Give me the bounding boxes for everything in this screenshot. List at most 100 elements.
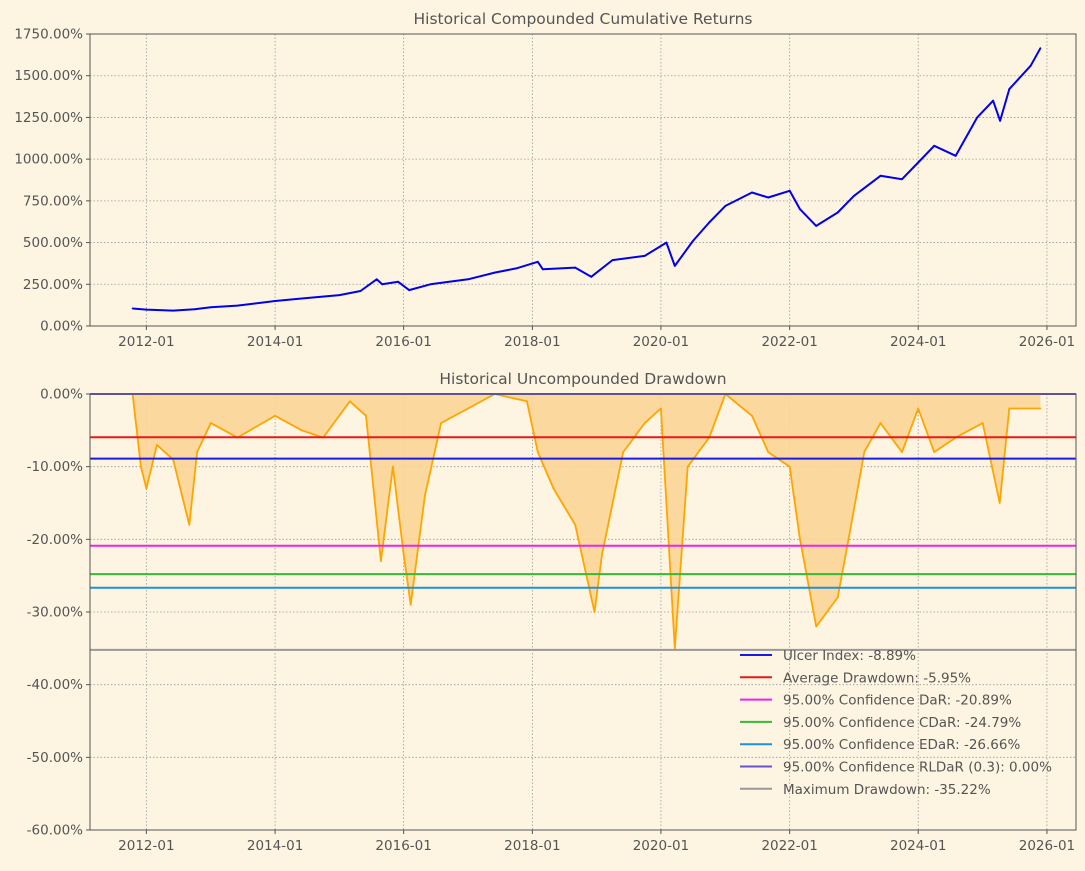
returns-point — [1008, 88, 1011, 90]
returns-point — [767, 196, 770, 199]
drawdown-point — [196, 451, 199, 453]
x-tick-label: 2012-01 — [118, 334, 174, 350]
drawdown-point — [209, 422, 212, 424]
y-tick-label: -30.00% — [27, 605, 84, 621]
returns-point — [933, 144, 936, 147]
returns-point — [692, 240, 694, 242]
legend-label: 95.00% Confidence CDaR: -24.79% — [783, 715, 1021, 731]
drawdown-point — [879, 422, 882, 424]
returns-point — [131, 307, 134, 310]
drawdown-point — [901, 451, 903, 453]
y-tick-label: 1250.00% — [14, 110, 83, 126]
drawdown-point — [933, 451, 936, 453]
legend-label: Average Drawdown: -5.95% — [783, 670, 971, 686]
drawdown-point — [673, 647, 676, 650]
returns-point — [408, 289, 410, 291]
x-tick-label: 2016-01 — [375, 334, 431, 350]
returns-point — [359, 290, 362, 292]
returns-point — [429, 283, 432, 286]
returns-point — [815, 225, 818, 227]
x-tick-label: 2022-01 — [761, 334, 817, 350]
returns-point — [799, 208, 801, 211]
returns-point — [397, 280, 400, 283]
returns-point — [751, 191, 753, 194]
drawdown-point — [767, 451, 770, 453]
returns-point — [541, 268, 544, 271]
returns-point — [209, 306, 212, 309]
returns-point — [788, 189, 791, 192]
drawdown-point — [788, 465, 791, 468]
y-tick-label: 1750.00% — [14, 27, 83, 43]
returns-point — [976, 116, 979, 119]
drawdown-point — [145, 487, 148, 490]
returns-point — [193, 308, 196, 311]
returns-point — [590, 275, 593, 278]
x-tick-label: 2026-01 — [1019, 334, 1075, 350]
returns-point — [274, 300, 276, 302]
y-tick-label: 0.00% — [40, 387, 83, 403]
returns-point — [1039, 47, 1042, 50]
returns-point — [574, 266, 577, 269]
returns-point — [954, 154, 957, 157]
drawdown-point — [380, 560, 382, 562]
plot-frame — [89, 33, 1077, 327]
returns-point — [536, 260, 539, 263]
legend: Ulcer Index: -8.89% Average Drawdown: -5.… — [740, 648, 1052, 798]
y-tick-label: -20.00% — [27, 532, 84, 548]
drawdown-point — [601, 553, 603, 555]
returns-chart: 0.00% 250.00% 500.00% 750.00% 1000.00% 1250.0… — [14, 10, 1077, 350]
legend-label: 95.00% Confidence RLDaR (0.3): 0.00% — [783, 760, 1052, 776]
drawdown-point — [402, 553, 405, 555]
legend-label: Ulcer Index: -8.89% — [783, 648, 916, 664]
returns-point — [673, 265, 676, 267]
drawdown-point — [847, 538, 850, 541]
x-tick-label: 2026-01 — [1019, 838, 1075, 854]
y-tick-label: 250.00% — [23, 277, 83, 293]
drawdown-point — [917, 407, 920, 410]
legend-label: 95.00% Confidence EDaR: -26.66% — [783, 737, 1020, 753]
y-tick-label: 0.00% — [40, 319, 83, 335]
drawdown-point — [686, 465, 689, 468]
drawdown-point — [622, 451, 625, 453]
returns-point — [611, 259, 614, 261]
y-tick-label: -50.00% — [27, 750, 84, 766]
returns-point — [643, 255, 646, 257]
plot-frame — [89, 393, 1077, 831]
returns-point — [665, 241, 668, 244]
y-tick-label: 1500.00% — [14, 68, 83, 84]
x-tick-label: 2014-01 — [247, 838, 303, 854]
x-tick-label: 2024-01 — [890, 838, 946, 854]
x-tick-label: 2024-01 — [890, 334, 946, 350]
returns-point — [467, 278, 469, 281]
x-tick-label: 2022-01 — [761, 838, 817, 854]
returns-point — [145, 308, 148, 311]
returns-point — [515, 267, 518, 270]
y-tick-label: 500.00% — [23, 235, 83, 251]
x-tick-label: 2016-01 — [375, 838, 431, 854]
drawdown-point — [1008, 407, 1011, 410]
drawdown-point — [536, 451, 539, 453]
returns-point — [381, 283, 384, 286]
drawdown-point — [552, 487, 555, 490]
returns-point — [172, 309, 175, 312]
drawdown-point — [188, 523, 191, 526]
drawdown-point — [593, 611, 596, 613]
drawdown-point — [998, 502, 1001, 504]
legend-label: Maximum Drawdown: -35.22% — [783, 782, 991, 798]
x-tick-label: 2020-01 — [633, 838, 689, 854]
returns-point — [338, 294, 341, 296]
drawdown-point — [751, 414, 753, 417]
returns-point — [493, 271, 496, 274]
legend-label: 95.00% Confidence DaR: -20.89% — [783, 693, 1012, 709]
returns-point — [879, 174, 882, 177]
drawdown-point — [526, 400, 528, 403]
drawdown-point — [140, 465, 142, 468]
drawdown-point — [660, 407, 662, 410]
drawdown-point — [274, 414, 276, 417]
chart-title: Historical Compounded Cumulative Returns — [414, 10, 753, 28]
drawdown-point — [365, 414, 367, 417]
returns-point — [853, 195, 855, 197]
drawdown-point — [409, 603, 412, 606]
drawdown-point — [799, 538, 801, 541]
